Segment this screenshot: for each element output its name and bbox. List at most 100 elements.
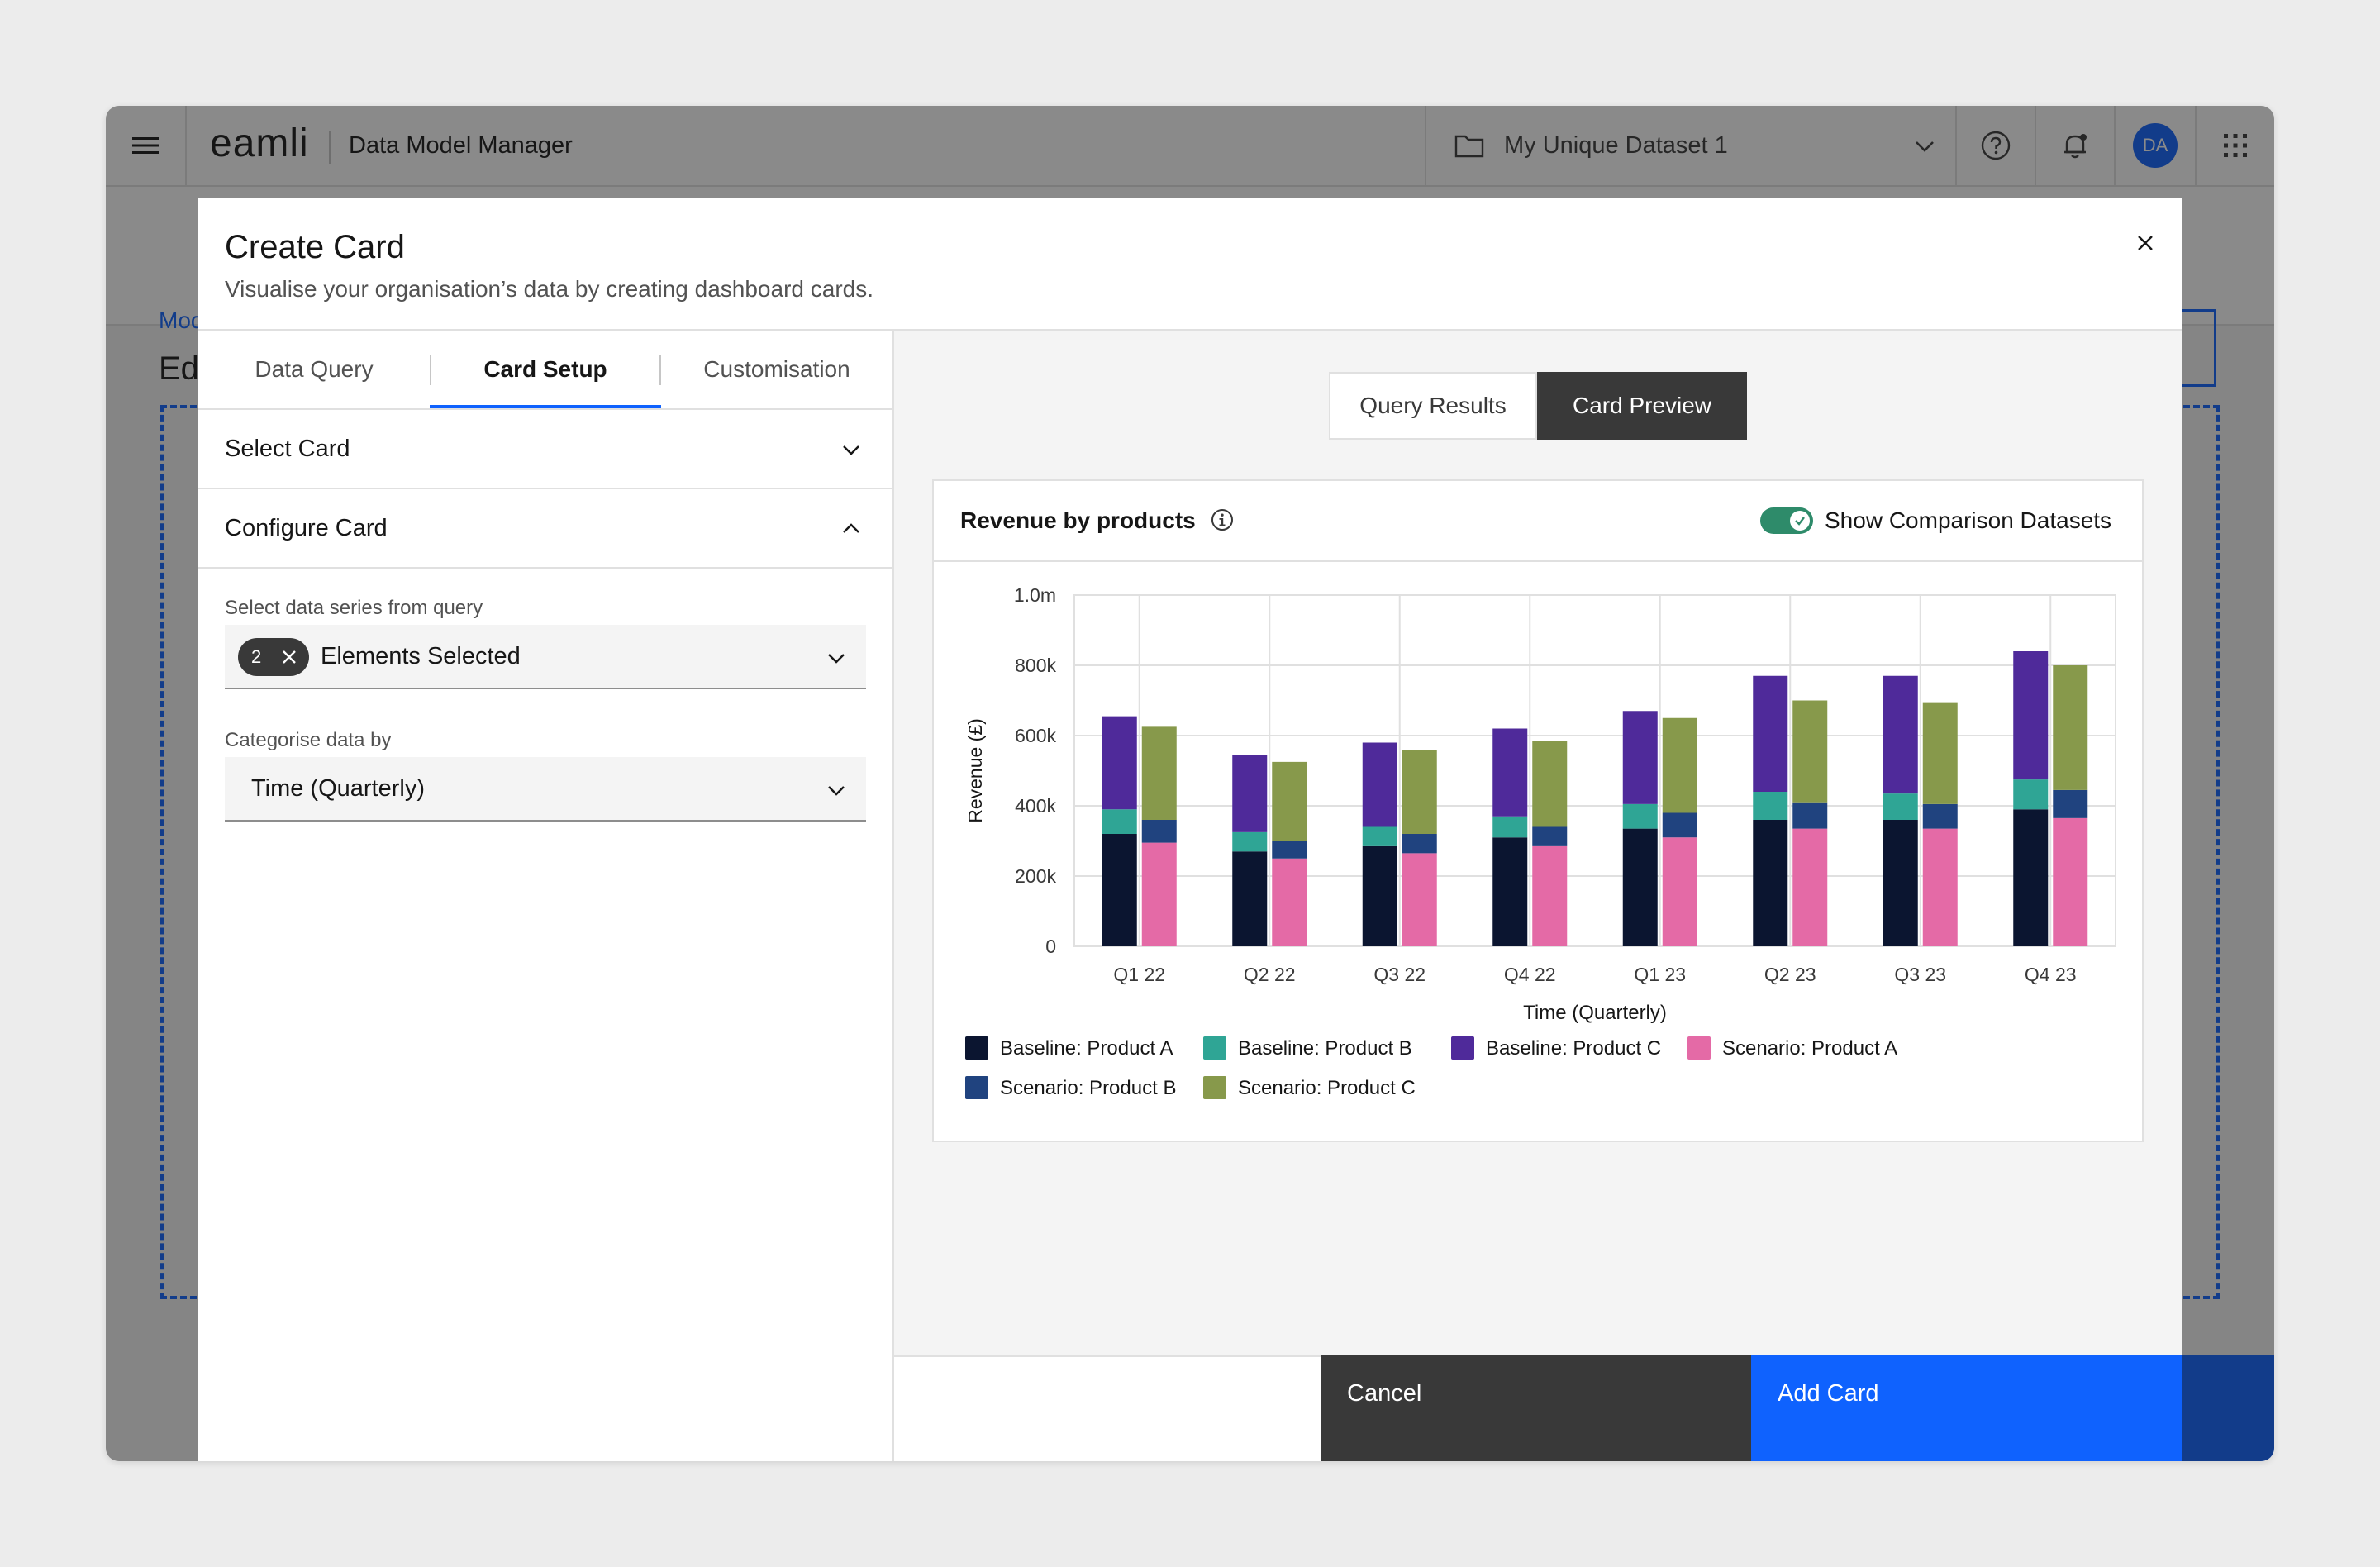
bar-segment bbox=[1922, 803, 1958, 829]
legend-swatch bbox=[965, 1076, 988, 1099]
bar-segment bbox=[1792, 700, 1828, 803]
y-tick-label: 200k bbox=[1015, 865, 1056, 887]
legend-swatch bbox=[965, 1036, 988, 1060]
bar-segment bbox=[1883, 793, 1918, 820]
accordion-select-card[interactable]: Select Card bbox=[198, 410, 892, 489]
card-preview-button[interactable]: Card Preview bbox=[1537, 372, 1747, 440]
cancel-button[interactable]: Cancel bbox=[1321, 1355, 1751, 1461]
add-card-button-label: Add Card bbox=[1778, 1380, 1879, 1407]
comparison-toggle-label: Show Comparison Datasets bbox=[1825, 507, 2112, 533]
legend-label: Baseline: Product C bbox=[1486, 1037, 1661, 1060]
category-select[interactable]: Time (Quarterly) bbox=[225, 757, 866, 822]
view-switcher: Query Results Card Preview bbox=[1329, 372, 1747, 440]
add-card-button[interactable]: Add Card bbox=[1751, 1355, 2182, 1461]
x-tick-label: Q3 23 bbox=[1894, 964, 1946, 985]
chevron-down-icon bbox=[835, 433, 868, 466]
bar-segment bbox=[1753, 675, 1788, 792]
bar-segment bbox=[1232, 851, 1268, 946]
bar-segment bbox=[2013, 779, 2049, 810]
selection-tag[interactable]: 2 bbox=[238, 638, 309, 676]
y-tick-label: 600k bbox=[1015, 725, 1056, 746]
bar-segment bbox=[1402, 853, 1437, 946]
bar-segment bbox=[1662, 717, 1697, 813]
y-tick-label: 0 bbox=[1045, 936, 1056, 957]
info-icon[interactable] bbox=[1210, 507, 1235, 532]
bar-segment bbox=[1141, 726, 1177, 820]
x-tick-label: Q1 22 bbox=[1113, 964, 1165, 985]
close-button[interactable] bbox=[2125, 223, 2165, 263]
bar-segment bbox=[1362, 826, 1397, 846]
chevron-up-icon bbox=[835, 512, 868, 545]
series-select-value: Elements Selected bbox=[321, 643, 521, 669]
bar-segment bbox=[1753, 820, 1788, 946]
bar-segment bbox=[1232, 755, 1268, 832]
bar-segment bbox=[1402, 834, 1437, 854]
series-field-label: Select data series from query bbox=[225, 597, 483, 619]
preview-pane: Query Results Card Preview Revenue by pr… bbox=[894, 331, 2182, 1355]
bar-segment bbox=[1492, 728, 1528, 817]
bar-segment bbox=[1232, 831, 1268, 852]
clear-selection-icon[interactable] bbox=[279, 647, 299, 667]
close-icon bbox=[2138, 236, 2153, 250]
comparison-toggle[interactable] bbox=[1760, 507, 1813, 534]
bar-segment bbox=[1362, 742, 1397, 827]
bar-segment bbox=[1792, 828, 1828, 946]
modal-subtitle: Visualise your organisation’s data by cr… bbox=[225, 276, 873, 302]
y-tick-label: 400k bbox=[1015, 795, 1056, 817]
category-field-label: Categorise data by bbox=[225, 729, 392, 751]
category-select-value: Time (Quarterly) bbox=[251, 775, 425, 802]
bar-segment bbox=[1532, 826, 1568, 846]
y-axis-label: Revenue (£) bbox=[964, 718, 986, 823]
bar-segment bbox=[2053, 665, 2088, 790]
tab-customisation[interactable]: Customisation bbox=[703, 356, 850, 382]
bar-segment bbox=[2053, 789, 2088, 818]
accordion-configure-card[interactable]: Configure Card bbox=[198, 489, 892, 569]
bar-segment bbox=[2013, 651, 2049, 780]
bar-segment bbox=[1532, 741, 1568, 827]
modal-title: Create Card bbox=[225, 229, 405, 265]
bar-segment bbox=[1402, 750, 1437, 834]
x-tick-label: Q2 22 bbox=[1244, 964, 1296, 985]
cancel-button-label: Cancel bbox=[1347, 1380, 1422, 1407]
bar-segment bbox=[1883, 820, 1918, 946]
tab-card-setup[interactable]: Card Setup bbox=[483, 356, 607, 382]
x-tick-label: Q2 23 bbox=[1764, 964, 1816, 985]
y-tick-label: 1.0m bbox=[1014, 584, 1056, 606]
legend-label: Scenario: Product C bbox=[1238, 1077, 1416, 1099]
y-tick-label: 800k bbox=[1015, 655, 1056, 676]
legend-swatch bbox=[1687, 1036, 1711, 1060]
card-preview: Revenue by products Show Comparison Da bbox=[932, 479, 2144, 1142]
bar-segment bbox=[1492, 837, 1528, 946]
bar-segment bbox=[1102, 716, 1137, 810]
toggle-knob bbox=[1790, 511, 1810, 531]
bar-segment bbox=[1922, 702, 1958, 804]
bar-segment bbox=[1141, 842, 1177, 946]
legend-swatch bbox=[1203, 1036, 1226, 1060]
legend-label: Baseline: Product B bbox=[1238, 1037, 1412, 1060]
bar-segment bbox=[1492, 816, 1528, 838]
footer-spacer bbox=[894, 1355, 1321, 1461]
bar-segment bbox=[1102, 809, 1137, 834]
x-tick-label: Q4 22 bbox=[1504, 964, 1556, 985]
create-card-modal: Create Card Visualise your organisation’… bbox=[198, 198, 2182, 1461]
legend-label: Scenario: Product A bbox=[1722, 1037, 1897, 1060]
bar-segment bbox=[1662, 812, 1697, 838]
bar-segment bbox=[1102, 834, 1137, 946]
x-tick-label: Q3 22 bbox=[1373, 964, 1426, 985]
query-results-button[interactable]: Query Results bbox=[1329, 372, 1537, 440]
bar-segment bbox=[2053, 817, 2088, 946]
bar-segment bbox=[1272, 761, 1307, 841]
tab-data-query[interactable]: Data Query bbox=[255, 356, 374, 382]
selection-count: 2 bbox=[251, 646, 262, 667]
card-title: Revenue by products bbox=[960, 507, 1196, 533]
setup-pane: Data Query Card Setup Customisation Sele… bbox=[198, 331, 894, 1461]
bar-segment bbox=[1272, 858, 1307, 946]
bar-segment bbox=[1532, 845, 1568, 946]
series-multiselect[interactable]: 2 Elements Selected bbox=[225, 625, 866, 689]
bar-segment bbox=[1753, 792, 1788, 820]
legend-swatch bbox=[1203, 1076, 1226, 1099]
bar-segment bbox=[2013, 809, 2049, 946]
bar-segment bbox=[1883, 675, 1918, 794]
legend-swatch bbox=[1451, 1036, 1474, 1060]
checkmark-icon bbox=[1795, 517, 1805, 526]
